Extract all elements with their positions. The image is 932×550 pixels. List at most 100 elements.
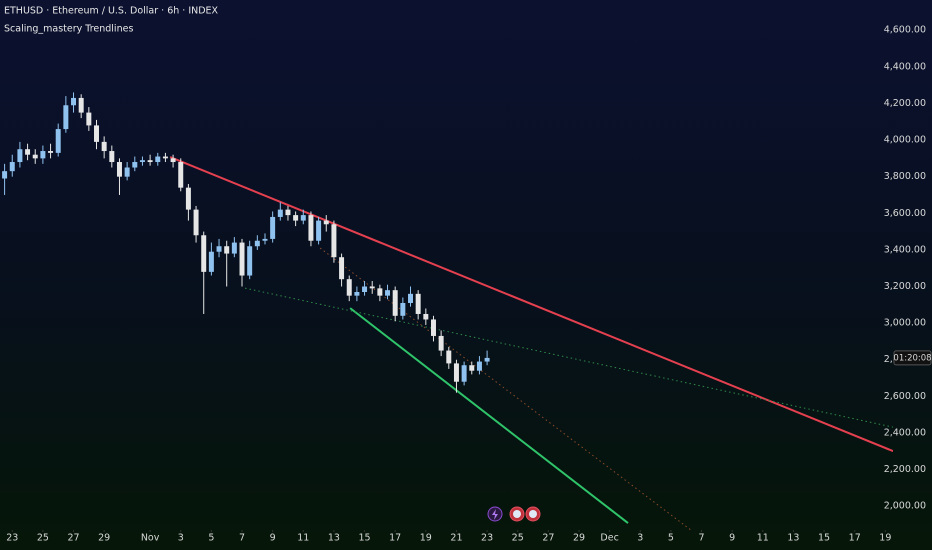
- candle-body: [48, 151, 54, 153]
- candle-body: [40, 151, 46, 159]
- y-tick-label: 2,600.00: [884, 391, 926, 402]
- x-tick-label: 25: [37, 533, 49, 544]
- trendline: [349, 307, 629, 524]
- y-tick-label: 3,200.00: [884, 281, 926, 292]
- candle-body: [408, 293, 413, 303]
- candle-body: [354, 292, 360, 296]
- x-tick-label: 5: [208, 533, 214, 544]
- plot-area: [2, 92, 893, 530]
- candle-body: [377, 288, 383, 296]
- candle-body: [216, 246, 222, 252]
- candle-body: [185, 187, 191, 210]
- candle-body: [155, 156, 161, 163]
- candle-body: [277, 209, 283, 217]
- countdown-tag: [893, 350, 932, 366]
- y-tick-label: 2,200.00: [884, 464, 926, 475]
- x-tick-label: 13: [787, 533, 799, 544]
- x-tick-label: 11: [757, 533, 769, 544]
- candle-body: [162, 156, 168, 159]
- x-tick-label: 7: [699, 533, 705, 544]
- candle-body: [293, 215, 299, 221]
- candle-body: [316, 220, 322, 241]
- candle-body: [201, 235, 207, 272]
- x-tick-label: 29: [98, 533, 110, 544]
- candle-body: [17, 149, 23, 163]
- candle-body: [446, 350, 452, 364]
- candle-body: [484, 357, 490, 362]
- x-tick-label: 3: [637, 533, 643, 544]
- x-tick-label: 5: [668, 533, 674, 544]
- candle-body: [2, 171, 8, 179]
- candle-body: [339, 257, 345, 280]
- event-icon-glyph: [492, 509, 498, 520]
- candle-body: [224, 246, 230, 254]
- candle-body: [453, 363, 459, 382]
- x-tick-label: 3: [178, 533, 184, 544]
- x-tick-label: Nov: [141, 533, 160, 544]
- candle-body: [430, 319, 436, 336]
- candle-body: [239, 242, 245, 276]
- x-tick-label: 17: [849, 533, 861, 544]
- chart-subtitle: Scaling_mastery Trendlines: [4, 24, 133, 35]
- candle-body: [362, 286, 368, 293]
- x-tick-label: 23: [481, 533, 493, 544]
- candle-body: [78, 97, 84, 113]
- candle-body: [392, 290, 398, 316]
- candle-body: [71, 97, 77, 106]
- event-icon-glyph: [513, 510, 521, 518]
- candle-body: [346, 279, 352, 296]
- candle-body: [254, 240, 260, 247]
- candle-body: [369, 286, 375, 289]
- x-tick-label: 7: [239, 533, 245, 544]
- x-tick-label: 23: [6, 533, 18, 544]
- x-tick-label: 19: [420, 533, 432, 544]
- y-tick-label: 4,200.00: [884, 98, 926, 109]
- candle-body: [423, 313, 429, 320]
- x-tick-label: 9: [729, 533, 735, 544]
- y-tick-label: 4,400.00: [884, 61, 926, 72]
- candle-body: [400, 302, 406, 316]
- countdown-label: 01:20:08: [893, 353, 931, 363]
- x-tick-label: 17: [389, 533, 401, 544]
- x-tick-label: 13: [328, 533, 340, 544]
- candle-body: [178, 162, 184, 188]
- x-tick-label: Dec: [600, 533, 618, 544]
- x-tick-label: 25: [512, 533, 524, 544]
- candle-body: [270, 216, 276, 239]
- candle-body: [139, 160, 145, 163]
- candle-body: [63, 105, 69, 130]
- candle-body: [285, 209, 291, 216]
- candle-body: [438, 335, 444, 351]
- candle-body: [461, 365, 467, 382]
- candle-body: [385, 290, 391, 296]
- candle-body: [116, 162, 122, 177]
- y-tick-label: 4,000.00: [884, 135, 926, 146]
- x-tick-label: 27: [67, 533, 79, 544]
- candle-body: [300, 215, 306, 221]
- candle-body: [231, 242, 237, 254]
- x-tick-label: 15: [359, 533, 371, 544]
- candle-body: [415, 293, 421, 314]
- y-tick-label: 2,000.00: [884, 501, 926, 512]
- candle-body: [94, 125, 99, 142]
- candle-body: [55, 129, 61, 153]
- x-tick-label: 21: [450, 533, 462, 544]
- candle-body: [247, 246, 253, 276]
- candle-body: [86, 112, 92, 126]
- y-tick-label: 4,600.00: [884, 25, 926, 36]
- candle-body: [170, 158, 176, 163]
- candle-body: [132, 162, 138, 168]
- x-tick-label: 11: [297, 533, 309, 544]
- candle-body: [32, 154, 38, 159]
- candle-body: [101, 141, 107, 152]
- event-icon-glyph: [529, 510, 537, 518]
- candle-body: [193, 209, 199, 236]
- x-tick-label: 15: [818, 533, 830, 544]
- candle-body: [331, 224, 337, 258]
- candle-body: [9, 162, 15, 172]
- candle-body: [469, 365, 475, 371]
- x-tick-label: 29: [573, 533, 585, 544]
